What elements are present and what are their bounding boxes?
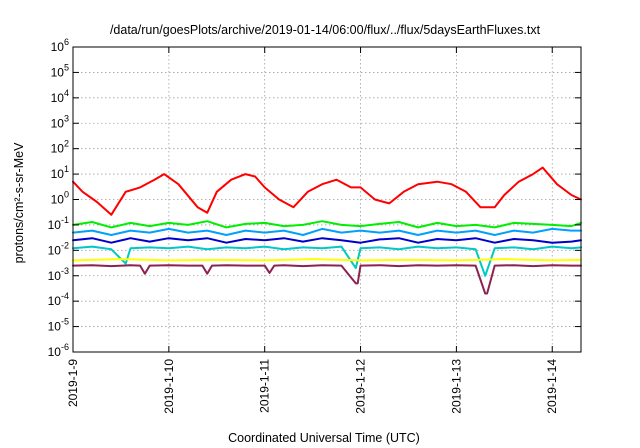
y-tick-label: 103 <box>51 113 69 130</box>
series-line-5 <box>72 245 582 277</box>
y-tick-labels: 10-6 10-5 10-4 10-3 10-2 10-1 100 101 102 103 104 1… <box>48 37 69 359</box>
x-tick-label: 2019-1-14 <box>545 359 559 414</box>
y-tick-label: 100 <box>51 190 69 207</box>
y-tick-label: 104 <box>51 88 69 105</box>
y-tick-label: 10-3 <box>48 266 69 283</box>
x-tick-labels: 2019-1-9 2019-1-10 2019-1-11 2019-1-12 2019-… <box>66 359 559 414</box>
chart-title: /data/run/goesPlots/archive/2019-01-14/0… <box>110 23 541 37</box>
y-tick-label: 10-5 <box>48 317 69 334</box>
series-line-2 <box>72 220 582 229</box>
x-tick-label: 2019-1-11 <box>258 359 272 413</box>
series-line-7 <box>72 264 582 295</box>
y-tick-label: 106 <box>51 37 69 54</box>
y-tick-label: 10-2 <box>48 240 69 257</box>
x-tick-label: 2019-1-12 <box>354 359 368 414</box>
x-tick-label: 2019-1-10 <box>162 359 176 414</box>
x-tick-label: 2019-1-13 <box>449 359 463 414</box>
series-line-4 <box>72 237 582 244</box>
y-tick-label: 102 <box>51 139 69 156</box>
series-line-3 <box>72 227 582 236</box>
y-tick-label: 10-4 <box>48 291 69 308</box>
y-tick-label: 105 <box>51 62 69 79</box>
series-line-1 <box>72 166 582 216</box>
y-tick-label: 101 <box>51 164 69 181</box>
series-group <box>72 166 582 295</box>
x-axis-title: Coordinated Universal Time (UTC) <box>228 431 420 445</box>
y-tick-label: 10-6 <box>48 342 69 359</box>
series-line-6 <box>72 258 582 262</box>
y-axis-title: protons/cm²-s-sr-MeV <box>12 142 26 264</box>
y-tick-label: 10-1 <box>48 215 69 232</box>
axis-ticks <box>72 46 581 353</box>
x-tick-label: 2019-1-9 <box>66 359 80 407</box>
